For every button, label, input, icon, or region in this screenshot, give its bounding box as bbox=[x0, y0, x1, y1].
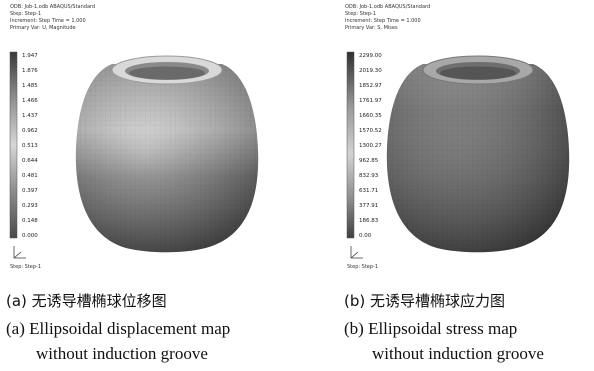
legend-value: 0.293 bbox=[22, 203, 38, 209]
caption-en-a-line2: without induction groove bbox=[36, 344, 208, 363]
legend-value: 631.71 bbox=[359, 188, 378, 194]
footer-text: Step: Step-1 bbox=[347, 264, 378, 270]
caption-en-a-line1: (a) Ellipsoidal displacement map bbox=[6, 319, 231, 338]
legend-value: 0.000 bbox=[22, 233, 38, 239]
axis-triad-icon bbox=[350, 246, 363, 259]
ellipsoid-model bbox=[386, 55, 570, 253]
legend-value: 0.148 bbox=[22, 218, 38, 224]
legend-color-bar bbox=[346, 51, 355, 239]
legend-value: 0.962 bbox=[22, 128, 38, 134]
legend-value: 1.485 bbox=[22, 83, 38, 89]
legend-value: 377.91 bbox=[359, 203, 378, 209]
legend-value: 0.00 bbox=[359, 233, 372, 239]
legend-value: 0.513 bbox=[22, 143, 38, 149]
legend-labels: 1.947 1.876 1.485 1.466 1.437 0.962 0.51… bbox=[22, 53, 38, 239]
header-line-1: ODB: Job-1.odb ABAQUS/Standard bbox=[345, 4, 430, 10]
legend-value: 2019.30 bbox=[359, 68, 382, 74]
displacement-figure: ODB: Job-1.odb ABAQUS/Standard Step: Ste… bbox=[9, 4, 259, 270]
legend-value: 1.466 bbox=[22, 98, 38, 104]
caption-en-b-line1: (b) Ellipsoidal stress map bbox=[344, 319, 518, 338]
footer-text: Step: Step-1 bbox=[10, 264, 41, 270]
header-line-2: Step: Step-1 bbox=[345, 11, 376, 17]
legend-value: 1.876 bbox=[22, 68, 38, 74]
legend-value: 1.947 bbox=[22, 53, 38, 59]
axis-triad-icon bbox=[13, 246, 26, 259]
ellipsoid-model bbox=[75, 55, 259, 253]
legend-value: 1660.35 bbox=[359, 113, 382, 119]
legend-value: 962.85 bbox=[359, 158, 379, 164]
legend-value: 832.93 bbox=[359, 173, 379, 179]
legend-value: 1852.97 bbox=[359, 83, 382, 89]
legend-labels: 2299.00 2019.30 1852.97 1761.97 1660.35 … bbox=[359, 53, 382, 239]
legend-value: 0.481 bbox=[22, 173, 38, 179]
figure-panel-a: ODB: Job-1.odb ABAQUS/Standard Step: Ste… bbox=[0, 0, 297, 280]
legend-value: 1761.97 bbox=[359, 98, 382, 104]
legend-value: 2299.00 bbox=[359, 53, 382, 59]
caption-zh-b: (b) 无诱导槽椭球应力图 bbox=[344, 292, 505, 310]
header-line-2: Step: Step-1 bbox=[10, 11, 41, 17]
header-line-4: Primary Var: U, Magnitude bbox=[10, 25, 76, 31]
legend-color-bar bbox=[9, 51, 18, 239]
stress-figure: ODB: Job-1.odb ABAQUS/Standard Step: Ste… bbox=[345, 4, 570, 270]
caption-zh-a: (a) 无诱导槽椭球位移图 bbox=[6, 292, 167, 310]
legend-value: 0.644 bbox=[22, 158, 38, 164]
caption-en-b-line2: without induction groove bbox=[372, 344, 544, 363]
legend-value: 186.83 bbox=[359, 218, 379, 224]
header-line-3: Increment: Step Time = 1.000 bbox=[10, 18, 86, 24]
legend-value: 1.437 bbox=[22, 113, 38, 119]
header-line-1: ODB: Job-1.odb ABAQUS/Standard bbox=[10, 4, 95, 10]
header-line-4: Primary Var: S, Mises bbox=[345, 25, 398, 31]
legend-value: 1300.27 bbox=[359, 143, 382, 149]
legend-value: 0.397 bbox=[22, 188, 38, 194]
figure-panel-b: ODB: Job-1.odb ABAQUS/Standard Step: Ste… bbox=[297, 0, 594, 280]
header-line-3: Increment: Step Time = 1.000 bbox=[345, 18, 421, 24]
legend-value: 1570.52 bbox=[359, 128, 382, 134]
